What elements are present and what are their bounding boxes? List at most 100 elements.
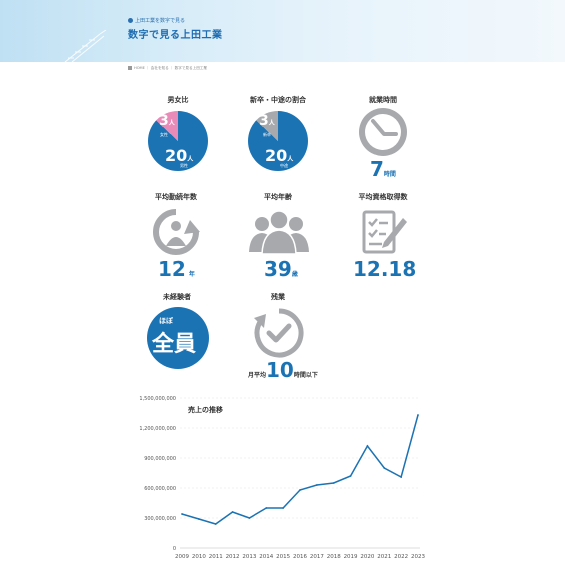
chart-x-tick-label: 2010 — [192, 554, 206, 560]
page-subtitle: 上田工業を数字で見る — [128, 17, 185, 24]
chart-data-point — [248, 517, 251, 519]
male-count: 20人 — [165, 146, 193, 165]
timer-check-icon — [254, 308, 304, 358]
female-count: 3人 — [159, 113, 175, 129]
overtime-value: 月平均10時間以下 — [248, 358, 318, 382]
chart-data-point — [197, 518, 200, 520]
person-cycle-icon — [153, 209, 200, 255]
chart-data-point — [417, 414, 419, 416]
page-title: 数字で見る上田工業 — [128, 30, 223, 41]
mid-career-count-unit: 人 — [287, 156, 294, 163]
chart-x-tick-label: 2020 — [360, 554, 374, 560]
mid-career-count: 20人 — [265, 146, 293, 165]
chart-data-point — [315, 484, 318, 486]
chart-y-tick-label: 600,000,000 — [144, 486, 176, 492]
gender-ratio-title: 男女比 — [167, 96, 189, 104]
chart-x-tick-label: 2022 — [394, 554, 408, 560]
clock-icon — [359, 108, 407, 156]
chart-series-line — [181, 414, 419, 525]
chart-data-points — [181, 414, 419, 525]
tenure-title: 平均勤続年数 — [155, 193, 197, 201]
average-age-value: 39歳 — [264, 257, 298, 281]
chart-data-point — [181, 513, 183, 515]
chart-y-axis: 0 300,000,000 600,000,000 900,000,000 1,200,… — [139, 396, 176, 552]
chart-data-point — [299, 489, 301, 491]
chart-x-tick-label: 2019 — [344, 554, 358, 560]
inexperienced-badge — [147, 307, 209, 369]
qualifications-value: 12.18 — [353, 257, 417, 281]
new-grad-count-value: 3 — [259, 113, 269, 129]
breadcrumb-company[interactable]: 会社を知る — [150, 66, 169, 70]
working-hours-title: 就業時間 — [369, 96, 397, 104]
bullet-icon — [128, 18, 133, 23]
overtime-title: 残業 — [271, 293, 285, 301]
new-grad-label: 新卒 — [263, 132, 271, 137]
inexperienced-prefix: ほぼ — [159, 317, 173, 325]
average-age-number: 39 — [264, 257, 292, 281]
chart-grid — [180, 397, 420, 549]
chart-y-tick-label: 0 — [173, 546, 176, 552]
mid-career-count-value: 20 — [265, 146, 288, 165]
hire-ratio-pie — [248, 111, 308, 171]
hire-ratio-title: 新卒・中途の割合 — [250, 96, 306, 104]
breadcrumb-home[interactable]: HOME — [134, 66, 145, 70]
male-count-unit: 人 — [187, 156, 194, 163]
page-subtitle-text: 上田工業を数字で見る — [135, 18, 186, 24]
chart-data-point — [332, 482, 335, 484]
chart-data-point — [282, 507, 285, 509]
chart-x-tick-label: 2014 — [259, 554, 273, 560]
chart-data-point — [400, 476, 403, 478]
crane-icon — [64, 30, 107, 62]
chart-x-tick-label: 2021 — [377, 554, 391, 560]
chart-x-tick-label: 2018 — [327, 554, 341, 560]
working-hours-unit: 時間 — [383, 171, 396, 178]
male-count-value: 20 — [165, 146, 188, 165]
inexperienced-value: 全員 — [152, 332, 197, 357]
breadcrumb: HOME ｜ 会社を知る ｜ 数字で見る上田工業 — [128, 66, 207, 71]
tenure-unit: 年 — [188, 271, 195, 278]
chart-x-tick-label: 2017 — [310, 554, 324, 560]
chart-x-tick-label: 2013 — [242, 554, 256, 560]
breadcrumb-current: 数字で見る上田工業 — [174, 66, 207, 70]
group-people-icon — [249, 210, 309, 254]
chart-x-tick-label: 2009 — [175, 554, 189, 560]
chart-data-point — [349, 475, 352, 477]
female-count-unit: 人 — [168, 120, 175, 127]
chart-x-tick-label: 2011 — [209, 554, 223, 560]
working-hours-value: 7時間 — [370, 157, 396, 181]
document-pen-icon — [362, 210, 407, 254]
qualifications-title: 平均資格取得数 — [358, 193, 408, 201]
new-grad-count: 3人 — [259, 113, 275, 129]
chart-title: 売上の推移 — [188, 405, 223, 414]
mid-career-label: 中途 — [280, 163, 288, 168]
chart-x-tick-label: 2015 — [276, 554, 290, 560]
chart-x-tick-label: 2012 — [226, 554, 240, 560]
average-age-unit: 歳 — [291, 271, 298, 278]
chart-data-point — [383, 467, 386, 469]
chart-data-point — [265, 507, 268, 509]
chart-data-point — [214, 523, 217, 525]
male-label: 男性 — [180, 163, 188, 168]
chart-x-tick-label: 2016 — [293, 554, 307, 560]
tenure-number: 12 — [158, 257, 186, 281]
chart-data-point — [231, 511, 234, 513]
working-hours-number: 7 — [370, 157, 384, 181]
page-header-banner: 上田工業を数字で見る 数字で見る上田工業 — [0, 0, 565, 62]
overtime-unit: 時間以下 — [293, 372, 318, 379]
sales-trend-chart: 0 300,000,000 600,000,000 900,000,000 1,200,… — [139, 396, 425, 560]
average-age-title: 平均年齢 — [264, 193, 292, 201]
chart-x-axis: 2009 2010 2011 2012 2013 2014 2015 2016 2017 2018… — [175, 554, 425, 560]
overtime-number: 10 — [266, 358, 294, 382]
chart-y-tick-label: 1,500,000,000 — [139, 396, 176, 402]
chart-y-tick-label: 900,000,000 — [144, 456, 176, 462]
chart-x-tick-label: 2023 — [411, 554, 425, 560]
home-icon[interactable] — [128, 66, 132, 70]
chart-data-point — [366, 445, 369, 447]
overtime-prefix: 月平均 — [248, 372, 267, 379]
chart-y-tick-label: 300,000,000 — [144, 516, 176, 522]
chart-y-tick-label: 1,200,000,000 — [139, 426, 176, 432]
female-count-value: 3 — [159, 113, 169, 129]
inexperienced-title: 未経験者 — [163, 293, 191, 301]
female-label: 女性 — [160, 132, 168, 137]
new-grad-count-unit: 人 — [268, 120, 275, 127]
